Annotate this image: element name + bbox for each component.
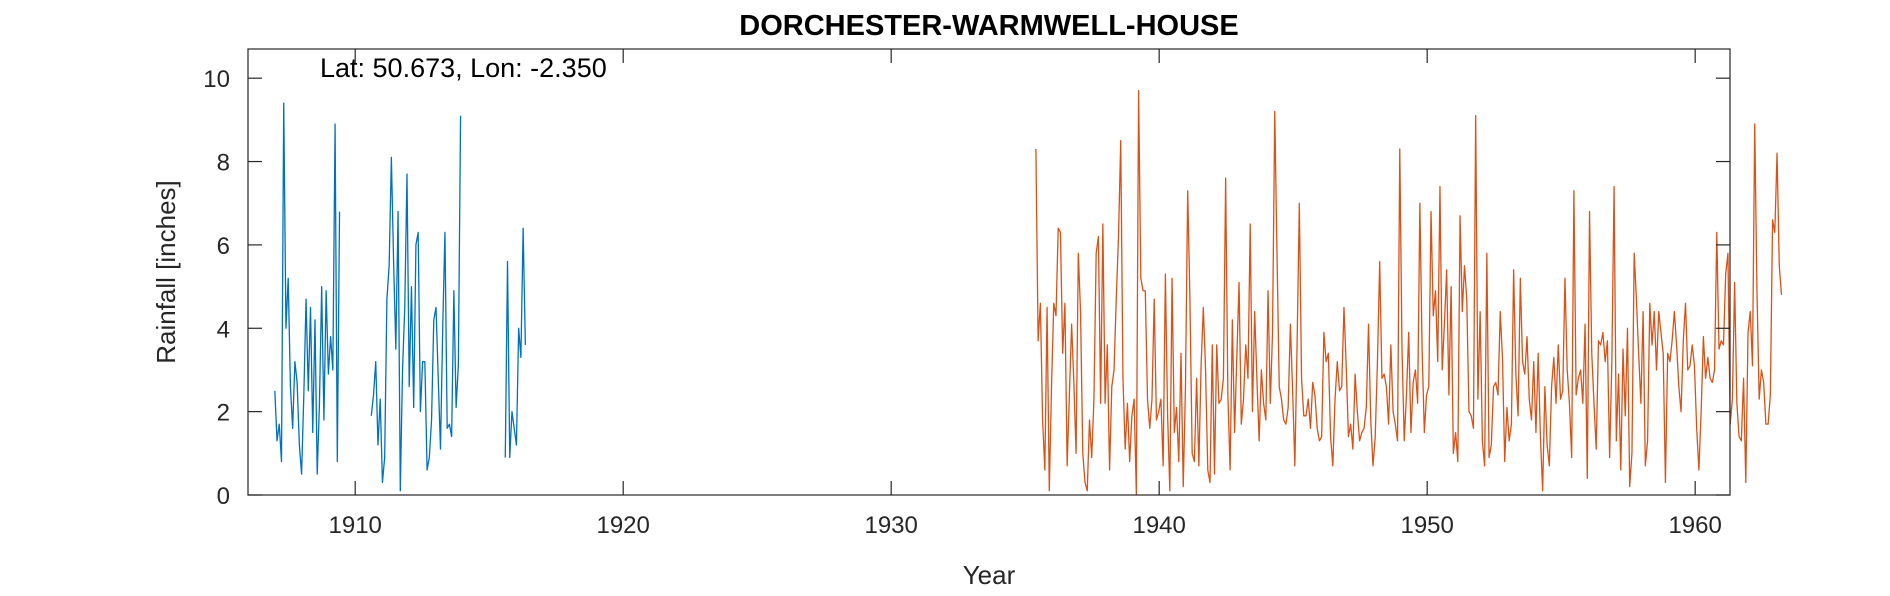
axes-layer: 1910 1920 1930 1940 1950 1960 0 2 4 6 8 10 (203, 48, 1731, 539)
y-tick-label: 2 (217, 400, 230, 427)
series-2-segment-1-line (1035, 90, 1783, 496)
x-tick-label: 1960 (1668, 512, 1721, 539)
y-axis-label: Rainfall [inches] (151, 180, 181, 364)
y-tick-label: 8 (217, 150, 230, 177)
series-1-segment-3-line (504, 227, 527, 459)
x-tick-label: 1950 (1400, 512, 1453, 539)
chart-title: DORCHESTER-WARMWELL-HOUSE (739, 10, 1238, 42)
x-tick-label: 1930 (864, 512, 917, 539)
x-tick-label: 1920 (596, 512, 649, 539)
y-tick-label: 6 (217, 233, 230, 260)
coordinates-annotation: Lat: 50.673, Lon: -2.350 (320, 53, 607, 83)
y-tick-label: 4 (217, 316, 230, 343)
x-axis-label: Year (963, 560, 1016, 590)
series-1-segment-1-line (274, 102, 341, 475)
plot-area (248, 49, 1730, 495)
series-layer (274, 90, 1783, 496)
x-tick-label: 1940 (1132, 512, 1185, 539)
axes-box (247, 48, 1731, 496)
x-tick-label: 1910 (329, 512, 382, 539)
series-1-segment-2-line (370, 115, 462, 492)
y-tick-label: 0 (217, 483, 230, 510)
y-tick-label: 10 (203, 66, 230, 93)
